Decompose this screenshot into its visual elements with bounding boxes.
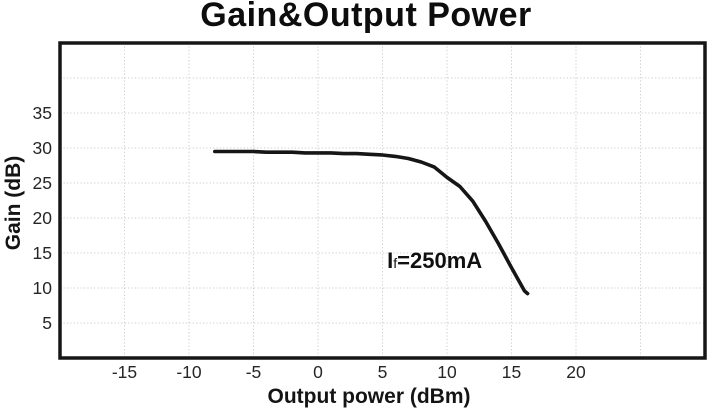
x-tick-label: 20 [566, 362, 586, 382]
x-axis-label: Output power (dBm) [267, 385, 471, 408]
x-tick-label: -5 [246, 362, 262, 382]
x-tick-label: -15 [112, 362, 137, 382]
y-tick-label: 35 [33, 103, 52, 123]
x-tick-label: -10 [176, 362, 202, 382]
plot-border [58, 41, 707, 360]
y-tick-label: 5 [42, 313, 52, 333]
gain-curve [213, 149, 530, 296]
annotation-symbol: I [387, 247, 394, 273]
chart-title: Gain&Output Power [200, 0, 532, 34]
y-axis-label: Gain (dB) [2, 155, 25, 251]
x-tick-label: 10 [437, 362, 457, 382]
x-tick-label: 5 [378, 362, 388, 382]
y-tick-label: 10 [33, 278, 53, 298]
y-tick-label: 20 [33, 208, 53, 228]
x-tick-label: 0 [313, 362, 323, 382]
y-tick-label: 15 [33, 243, 52, 263]
x-tick-label: 15 [502, 362, 521, 382]
y-tick-label: 25 [33, 173, 52, 193]
drive-current-annotation: If=250mA [387, 247, 483, 274]
annotation-subscript: f [393, 254, 398, 271]
annotation-value: =250mA [397, 247, 483, 273]
y-tick-label: 30 [33, 138, 53, 158]
